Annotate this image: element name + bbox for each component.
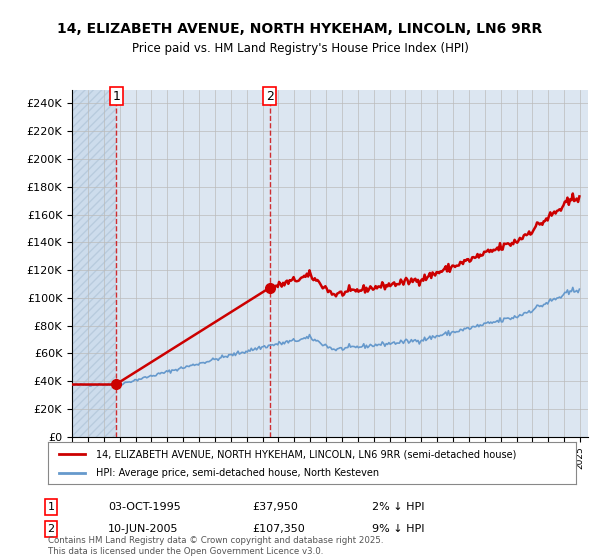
- Text: £37,950: £37,950: [252, 502, 298, 512]
- Text: HPI: Average price, semi-detached house, North Kesteven: HPI: Average price, semi-detached house,…: [95, 468, 379, 478]
- Text: 1: 1: [112, 90, 120, 102]
- Text: 03-OCT-1995: 03-OCT-1995: [108, 502, 181, 512]
- Text: 10-JUN-2005: 10-JUN-2005: [108, 524, 179, 534]
- Text: £107,350: £107,350: [252, 524, 305, 534]
- Text: 2% ↓ HPI: 2% ↓ HPI: [372, 502, 425, 512]
- Text: 2: 2: [47, 524, 55, 534]
- Text: Contains HM Land Registry data © Crown copyright and database right 2025.
This d: Contains HM Land Registry data © Crown c…: [48, 536, 383, 556]
- Text: Price paid vs. HM Land Registry's House Price Index (HPI): Price paid vs. HM Land Registry's House …: [131, 42, 469, 55]
- Text: 9% ↓ HPI: 9% ↓ HPI: [372, 524, 425, 534]
- Text: 2: 2: [266, 90, 274, 102]
- Text: 14, ELIZABETH AVENUE, NORTH HYKEHAM, LINCOLN, LN6 9RR (semi-detached house): 14, ELIZABETH AVENUE, NORTH HYKEHAM, LIN…: [95, 449, 516, 459]
- Text: 14, ELIZABETH AVENUE, NORTH HYKEHAM, LINCOLN, LN6 9RR: 14, ELIZABETH AVENUE, NORTH HYKEHAM, LIN…: [58, 22, 542, 36]
- Text: 1: 1: [47, 502, 55, 512]
- Bar: [72, 90, 116, 437]
